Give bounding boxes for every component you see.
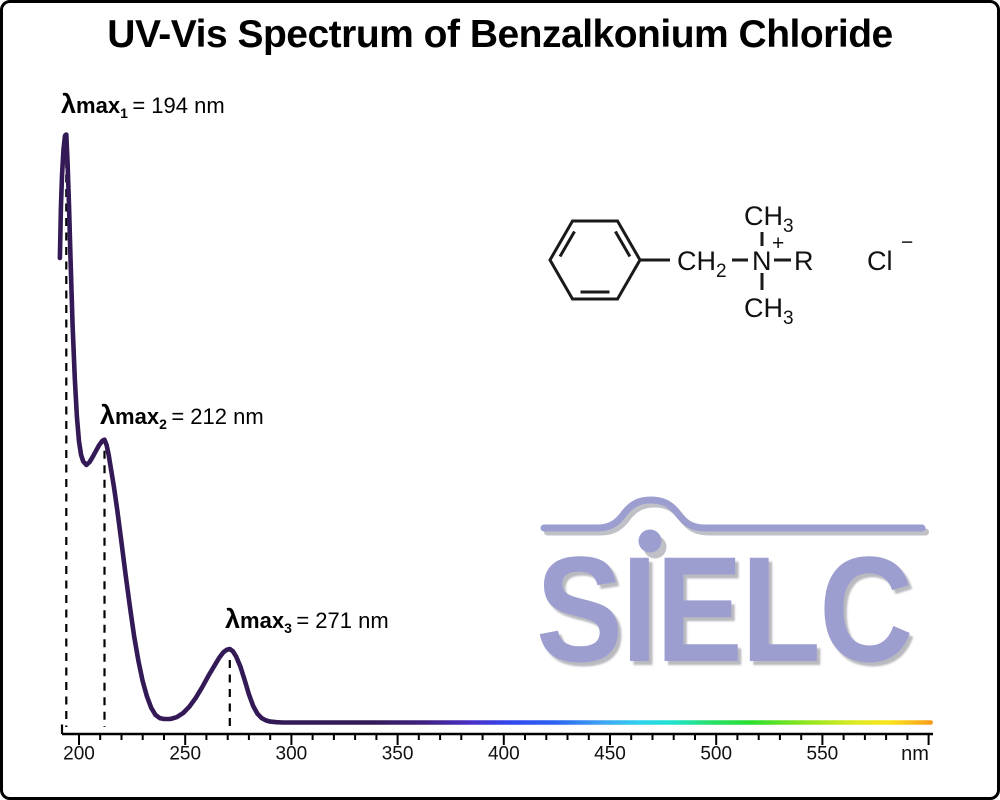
- peak-marker-dashed-lines: [65, 145, 231, 727]
- spectrum-curve: [57, 132, 934, 725]
- axis-tick-label: 550: [807, 744, 839, 765]
- peak-label-1: λmax1 = 194 nm: [61, 89, 225, 121]
- molecule-chloride-label: Cl: [867, 246, 893, 276]
- molecule-structure: CH2 N + R CH3 CH3 Cl −: [548, 201, 913, 329]
- logo-dot: [638, 529, 662, 553]
- molecule-ch3-top-label: CH3: [744, 201, 794, 237]
- axis-tick-label: 250: [169, 744, 201, 765]
- lambda-symbol: λ: [100, 400, 116, 430]
- axis-tick-label: 200: [63, 744, 95, 765]
- axis-tick-label: 400: [488, 744, 520, 765]
- axis-tick-label: 300: [276, 744, 308, 765]
- axis-tick-label: 450: [594, 744, 626, 765]
- figure-title: UV-Vis Spectrum of Benzalkonium Chloride: [107, 13, 893, 56]
- molecule-n-label: N: [752, 246, 772, 276]
- molecule-ch2-label: CH2: [677, 246, 727, 282]
- molecule-ch3-bottom-label: CH3: [744, 293, 794, 329]
- molecule-plus-charge: +: [772, 232, 784, 255]
- logo-peak-line: [540, 496, 929, 559]
- molecule-bonds: [641, 232, 791, 290]
- x-axis: 200 250 300 350 400 450 500 550: [60, 724, 933, 765]
- molecule-minus-charge: −: [901, 231, 913, 254]
- spectrum-plot: 200 250 300 350 400 450 500 550 nm CH2 N + R CH…: [57, 132, 934, 765]
- lambda-symbol: λ: [61, 89, 77, 119]
- axis-tick-label: 500: [700, 744, 732, 765]
- benzene-ring: [548, 219, 642, 301]
- axis-unit-label: nm: [901, 743, 929, 765]
- lambda-symbol: λ: [225, 604, 241, 634]
- peak-label-3: λmax3 = 271 nm: [225, 604, 389, 636]
- molecule-r-label: R: [794, 246, 814, 276]
- logo-text: SIELC: [536, 525, 913, 693]
- peak-label-2: λmax2 = 212 nm: [100, 400, 264, 432]
- axis-tick-label: 350: [382, 744, 414, 765]
